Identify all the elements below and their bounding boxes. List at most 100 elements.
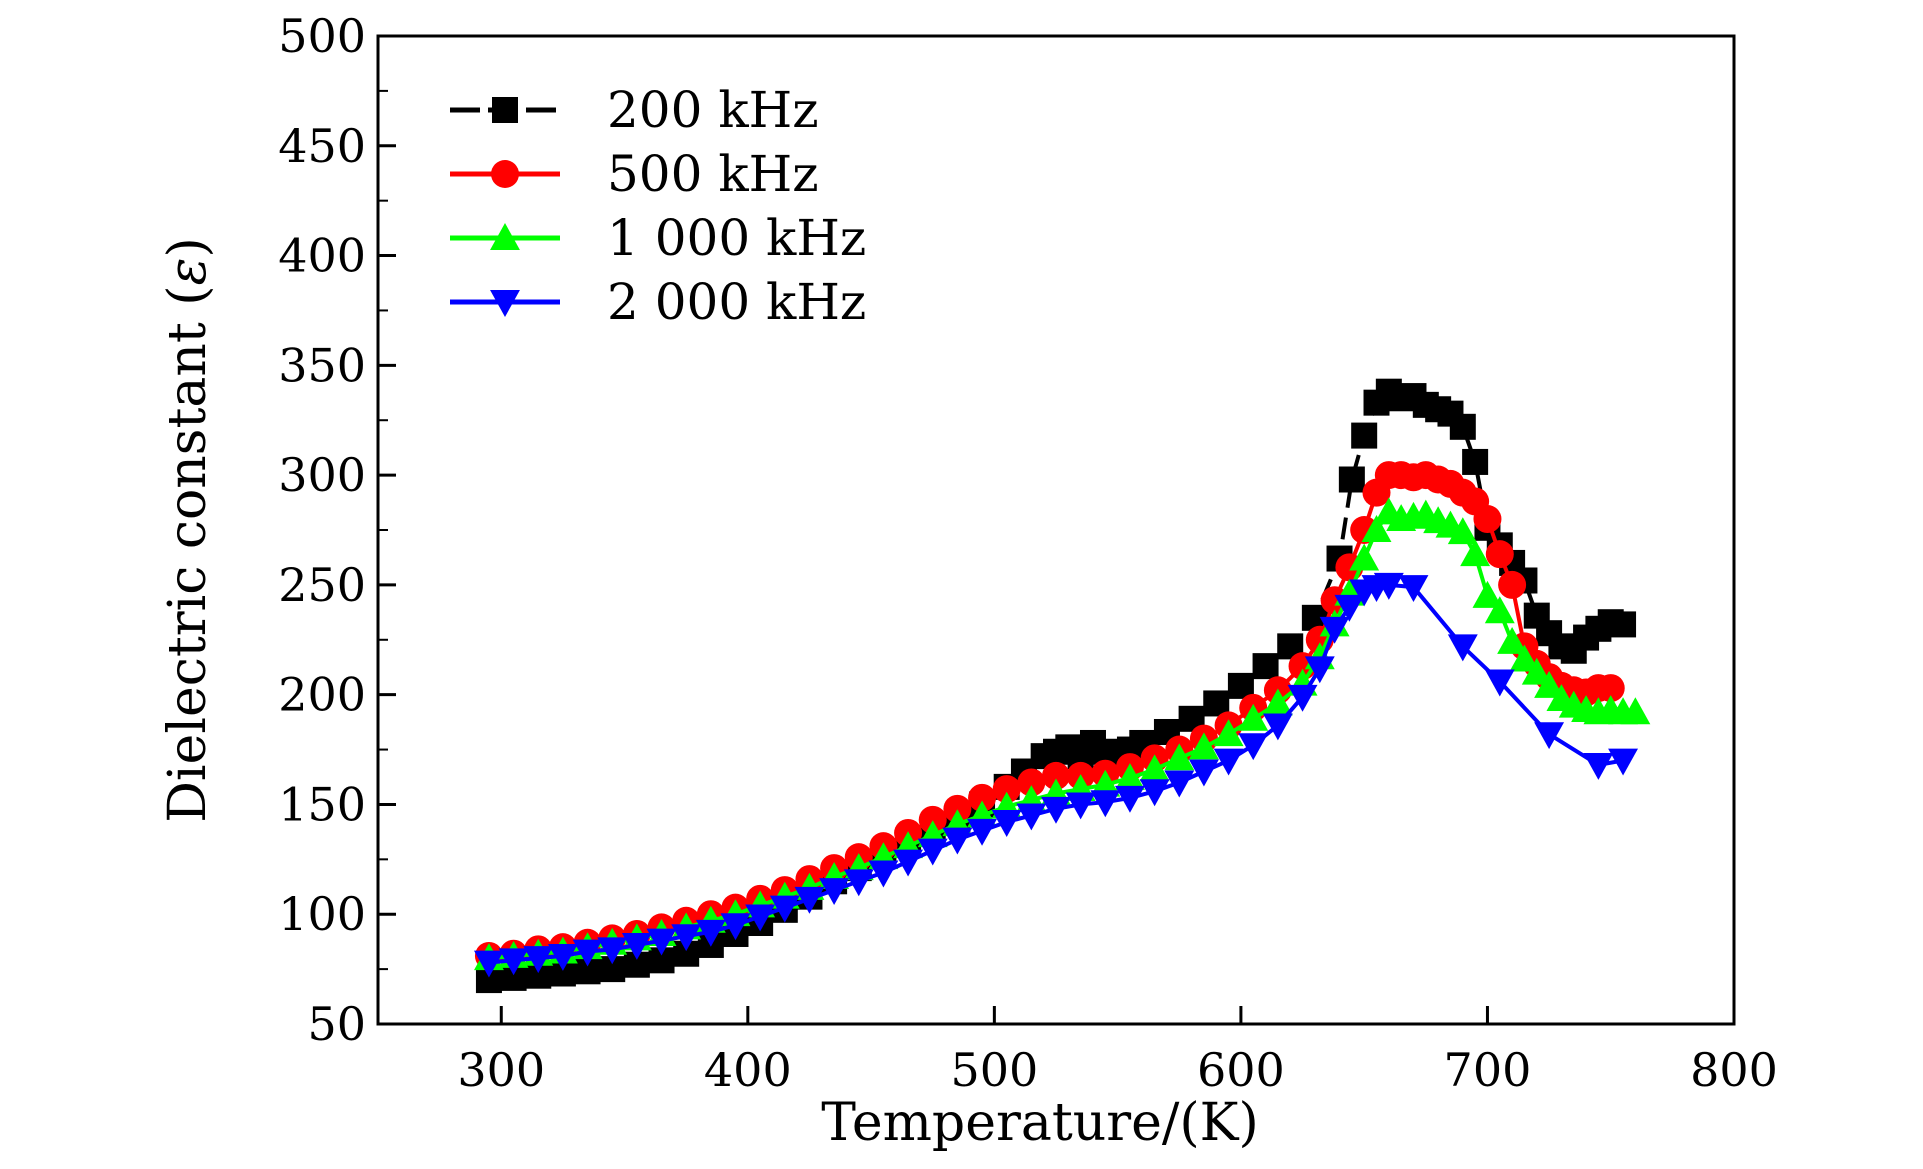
- y-axis-title-symbol: ε: [158, 258, 218, 286]
- data-point: [1460, 539, 1491, 567]
- y-tick-label: 450: [278, 119, 366, 173]
- data-point: [1238, 733, 1269, 761]
- x-tick-label: 400: [704, 1043, 792, 1097]
- data-point: [1017, 768, 1046, 797]
- legend-label: 200 kHz: [607, 81, 819, 139]
- data-point: [1238, 703, 1269, 731]
- legend-item: 500 kHz: [450, 145, 819, 203]
- data-point: [1484, 669, 1515, 697]
- data-point: [1065, 792, 1096, 820]
- y-tick-label: 500: [278, 9, 366, 63]
- data-point: [1361, 515, 1392, 542]
- y-tick-label: 100: [278, 887, 366, 941]
- legend-marker: [491, 160, 519, 188]
- x-tick-label: 600: [1197, 1043, 1285, 1097]
- data-point: [968, 783, 997, 812]
- y-axis-ticks: 50 100 150 200 250 300 350 400 450 500: [278, 9, 396, 1051]
- data-point: [769, 895, 800, 923]
- data-point: [1534, 722, 1565, 750]
- data-point: [671, 924, 702, 952]
- data-point: [1497, 627, 1528, 654]
- y-axis-title-close: ): [158, 237, 218, 257]
- data-point: [1509, 644, 1540, 672]
- data-point: [1398, 575, 1429, 603]
- data-point: [868, 860, 899, 888]
- data-point: [991, 810, 1022, 837]
- data-point: [1334, 594, 1365, 622]
- data-point: [1164, 770, 1195, 798]
- data-point: [1139, 779, 1170, 807]
- data-point: [1473, 505, 1502, 534]
- x-tick-label: 300: [457, 1043, 545, 1097]
- data-point: [1447, 634, 1478, 662]
- data-point: [1304, 656, 1335, 684]
- data-point: [572, 939, 603, 967]
- data-point: [1041, 796, 1071, 824]
- data-point: [942, 827, 973, 855]
- x-axis-ticks: 300 400 500 600 700 800: [457, 1006, 1778, 1097]
- data-point: [745, 904, 776, 932]
- data-point: [1090, 769, 1121, 797]
- data-point: [498, 948, 529, 976]
- data-point: [1620, 697, 1651, 725]
- data-point: [943, 794, 972, 823]
- data-point: [1583, 752, 1614, 780]
- x-tick-label: 800: [1690, 1043, 1778, 1097]
- data-point: [967, 818, 997, 846]
- data-point: [1449, 413, 1476, 440]
- data-point: [621, 933, 652, 960]
- data-point: [1164, 743, 1195, 771]
- legend-label: 1 000 kHz: [607, 209, 866, 267]
- y-tick-label: 400: [278, 229, 366, 283]
- data-point: [1090, 790, 1121, 818]
- data-point: [917, 838, 948, 866]
- data-point: [1287, 684, 1318, 712]
- data-point: [1521, 657, 1552, 685]
- data-point: [1610, 611, 1637, 638]
- data-point: [1262, 688, 1293, 716]
- y-tick-label: 200: [278, 668, 366, 722]
- data-point: [1462, 448, 1489, 475]
- data-point: [893, 849, 924, 877]
- data-point: [1338, 466, 1365, 493]
- data-point: [1319, 616, 1350, 644]
- y-tick-label: 250: [278, 558, 366, 612]
- legend-marker: [492, 97, 518, 123]
- data-point: [1188, 732, 1219, 760]
- data-point: [1252, 653, 1279, 680]
- x-axis-title: Temperature/(K): [821, 1093, 1259, 1153]
- data-point: [1213, 748, 1244, 776]
- data-point: [1498, 570, 1527, 599]
- y-tick-label: 300: [278, 448, 366, 502]
- data-point: [1262, 713, 1293, 741]
- legend-item: 2 000 kHz: [450, 273, 866, 331]
- legend-marker: [490, 223, 520, 250]
- data-point: [1485, 540, 1514, 569]
- series-3: [473, 497, 1651, 971]
- data-point: [1608, 748, 1639, 776]
- legend: 200 kHz 500 kHz 1 000 kHz 2 000 kHz: [450, 81, 866, 331]
- data-point: [597, 937, 628, 965]
- legend-item: 200 kHz: [450, 81, 819, 139]
- series-4: [473, 572, 1639, 978]
- data-point: [695, 919, 726, 947]
- y-tick-label: 350: [278, 338, 366, 392]
- data-point: [1596, 674, 1625, 703]
- data-point: [1213, 719, 1244, 747]
- data-point: [720, 913, 751, 941]
- y-axis-title-main: Dielectric constant (: [158, 285, 218, 822]
- data-point: [523, 946, 554, 974]
- data-point: [918, 805, 947, 834]
- data-point: [794, 886, 825, 914]
- data-point: [646, 928, 677, 956]
- data-point: [819, 878, 850, 906]
- plot-frame: [376, 34, 1736, 1026]
- legend-label: 500 kHz: [607, 145, 819, 203]
- data-point: [1349, 543, 1380, 571]
- data-point: [1115, 763, 1145, 791]
- series-1: [475, 378, 1637, 994]
- legend-label: 2 000 kHz: [607, 273, 866, 331]
- data-point: [473, 950, 504, 978]
- legend-item: 1 000 kHz: [450, 209, 866, 267]
